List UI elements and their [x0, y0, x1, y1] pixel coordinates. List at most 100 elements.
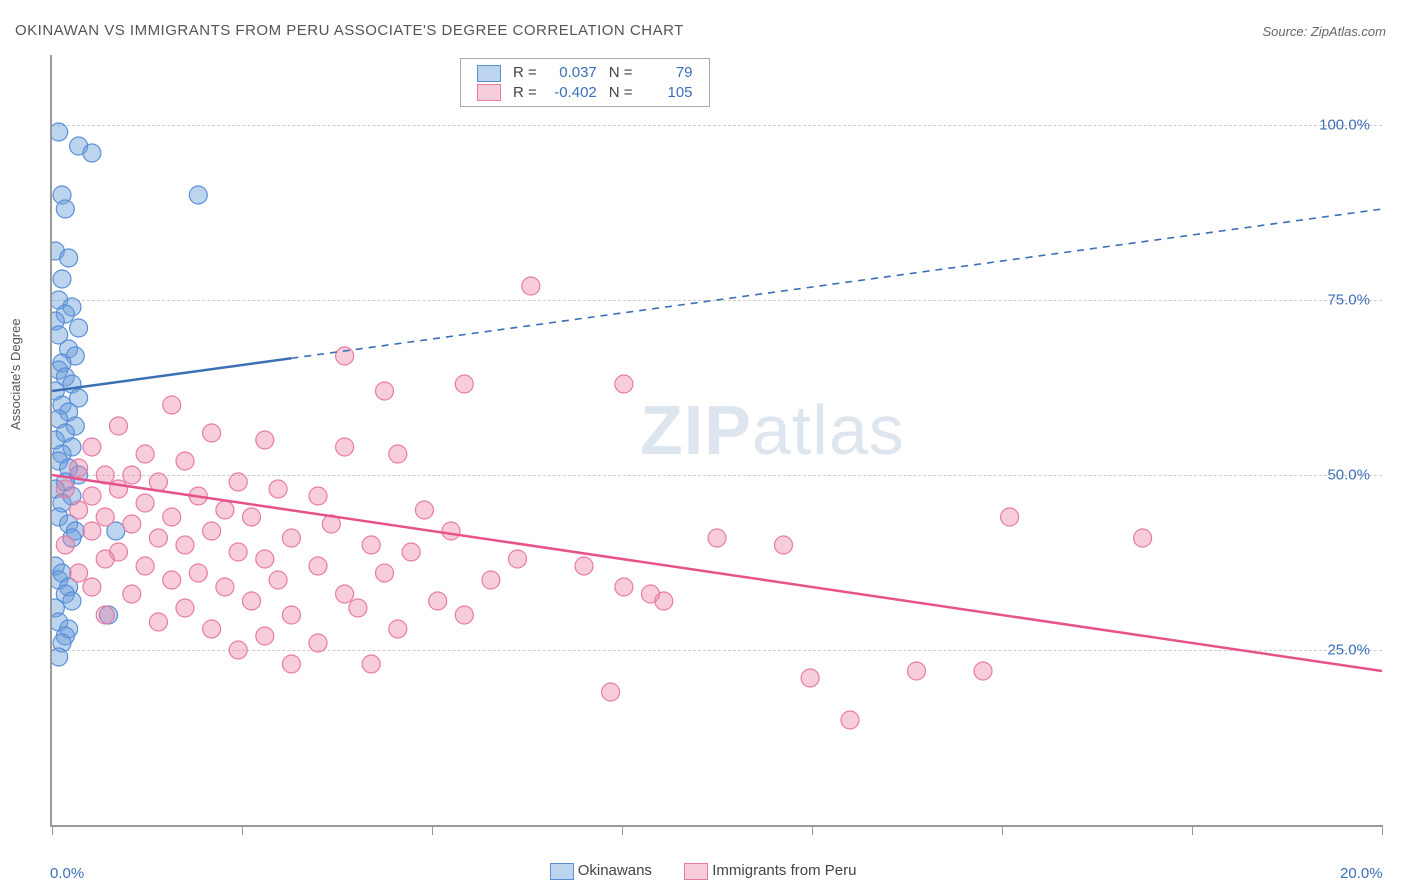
data-point-peru	[402, 543, 420, 561]
data-point-peru	[269, 571, 287, 589]
data-point-peru	[83, 438, 101, 456]
correlation-legend-box: R = 0.037 N = 79 R = -0.402 N = 105	[460, 58, 710, 107]
data-point-peru	[282, 655, 300, 673]
legend-item-peru: Immigrants from Peru	[684, 862, 856, 879]
x-tick	[1382, 825, 1383, 835]
data-point-peru	[83, 487, 101, 505]
data-point-peru	[216, 578, 234, 596]
n-value-okinawans: 79	[645, 64, 693, 81]
data-point-peru	[455, 606, 473, 624]
trendline-okinawans	[52, 358, 291, 391]
trendline-dashed-okinawans	[291, 209, 1382, 358]
data-point-peru	[136, 557, 154, 575]
data-point-peru	[389, 445, 407, 463]
data-point-peru	[282, 529, 300, 547]
chart-plot-area: 25.0%50.0%75.0%100.0%	[50, 55, 1382, 827]
r-value-okinawans: 0.037	[549, 64, 597, 81]
data-point-peru	[203, 620, 221, 638]
stats-row-peru: R = -0.402 N = 105	[471, 83, 699, 103]
data-point-peru	[123, 515, 141, 533]
swatch-peru	[477, 84, 501, 101]
data-point-peru	[655, 592, 673, 610]
data-point-peru	[136, 494, 154, 512]
data-point-peru	[216, 501, 234, 519]
scatter-svg	[52, 55, 1382, 825]
x-tick	[1192, 825, 1193, 835]
data-point-peru	[203, 522, 221, 540]
data-point-peru	[243, 508, 261, 526]
data-point-peru	[96, 606, 114, 624]
chart-title: OKINAWAN VS IMMIGRANTS FROM PERU ASSOCIA…	[15, 22, 684, 39]
data-point-peru	[96, 508, 114, 526]
data-point-peru	[229, 543, 247, 561]
data-point-peru	[256, 627, 274, 645]
data-point-peru	[176, 599, 194, 617]
data-point-peru	[203, 424, 221, 442]
data-point-peru	[509, 550, 527, 568]
data-point-okinawans	[189, 186, 207, 204]
data-point-peru	[775, 536, 793, 554]
data-point-peru	[336, 585, 354, 603]
data-point-peru	[1001, 508, 1019, 526]
data-point-peru	[70, 459, 88, 477]
data-point-peru	[163, 396, 181, 414]
source-attribution: Source: ZipAtlas.com	[1262, 24, 1386, 39]
data-point-peru	[376, 564, 394, 582]
data-point-peru	[362, 536, 380, 554]
data-point-peru	[149, 529, 167, 547]
data-point-peru	[229, 641, 247, 659]
x-tick	[622, 825, 623, 835]
x-tick-label: 0.0%	[50, 865, 84, 882]
data-point-peru	[376, 382, 394, 400]
data-point-peru	[243, 592, 261, 610]
data-point-peru	[522, 277, 540, 295]
data-point-okinawans	[52, 648, 68, 666]
data-point-peru	[455, 375, 473, 393]
data-point-peru	[176, 452, 194, 470]
source-name: ZipAtlas.com	[1311, 24, 1386, 39]
data-point-peru	[442, 522, 460, 540]
x-tick-label: 20.0%	[1340, 865, 1383, 882]
data-point-okinawans	[63, 592, 81, 610]
data-point-peru	[256, 550, 274, 568]
data-point-peru	[482, 571, 500, 589]
r-label: R =	[507, 83, 543, 103]
data-point-peru	[282, 606, 300, 624]
data-point-okinawans	[52, 123, 68, 141]
data-point-peru	[974, 662, 992, 680]
data-point-peru	[56, 536, 74, 554]
r-value-peru: -0.402	[549, 84, 597, 101]
x-tick	[432, 825, 433, 835]
data-point-peru	[83, 522, 101, 540]
stats-row-okinawans: R = 0.037 N = 79	[471, 63, 699, 83]
data-point-peru	[70, 501, 88, 519]
r-label: R =	[507, 63, 543, 83]
swatch-peru-bottom	[684, 863, 708, 880]
legend-label-peru: Immigrants from Peru	[712, 862, 856, 879]
data-point-peru	[336, 438, 354, 456]
data-point-okinawans	[83, 144, 101, 162]
x-tick	[242, 825, 243, 835]
legend-label-okinawans: Okinawans	[578, 862, 652, 879]
data-point-peru	[123, 466, 141, 484]
data-point-peru	[349, 599, 367, 617]
trendline-peru	[52, 475, 1382, 671]
n-value-peru: 105	[645, 84, 693, 101]
data-point-peru	[429, 592, 447, 610]
data-point-peru	[136, 445, 154, 463]
series-legend: Okinawans Immigrants from Peru	[0, 862, 1406, 880]
correlation-stats-table: R = 0.037 N = 79 R = -0.402 N = 105	[471, 63, 699, 102]
x-tick	[1002, 825, 1003, 835]
data-point-peru	[615, 375, 633, 393]
data-point-peru	[189, 564, 207, 582]
source-label: Source:	[1262, 24, 1310, 39]
data-point-peru	[110, 417, 128, 435]
data-point-peru	[841, 711, 859, 729]
swatch-okinawans-bottom	[550, 863, 574, 880]
data-point-peru	[309, 487, 327, 505]
data-point-peru	[149, 613, 167, 631]
n-label: N =	[603, 83, 639, 103]
data-point-peru	[149, 473, 167, 491]
data-point-peru	[336, 347, 354, 365]
swatch-okinawans	[477, 65, 501, 82]
